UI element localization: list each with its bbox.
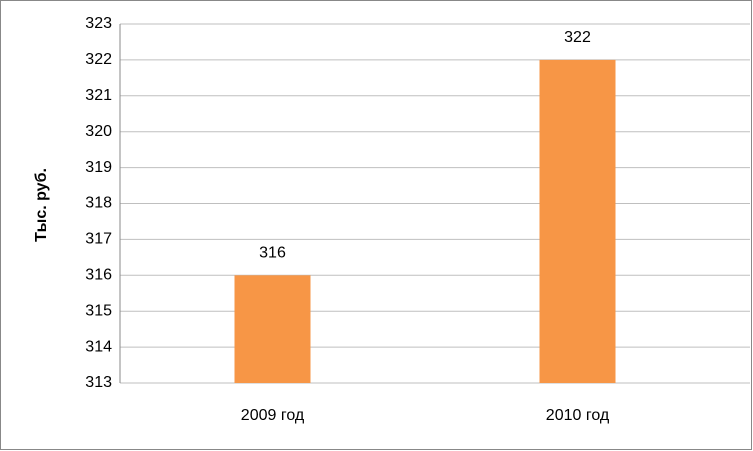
y-tick-label: 315 [85,302,112,319]
y-tick-label: 314 [85,338,112,355]
y-tick-label: 316 [85,267,112,284]
y-tick-label: 319 [85,159,112,176]
bar [539,59,616,384]
y-tick-label: 318 [85,195,112,212]
y-tick-label: 317 [85,231,112,248]
y-tick-label: 321 [85,87,112,104]
y-tick-label: 313 [85,374,112,391]
data-label: 316 [259,245,286,262]
bar [234,275,311,383]
y-tick-label: 323 [85,15,112,32]
y-axis-label: Тыс. руб. [33,168,50,242]
y-tick-label: 322 [85,51,112,68]
data-label: 322 [564,29,591,46]
x-tick-label: 2009 год [241,407,305,424]
x-tick-label: 2010 год [546,407,610,424]
y-tick-label: 320 [85,123,112,140]
